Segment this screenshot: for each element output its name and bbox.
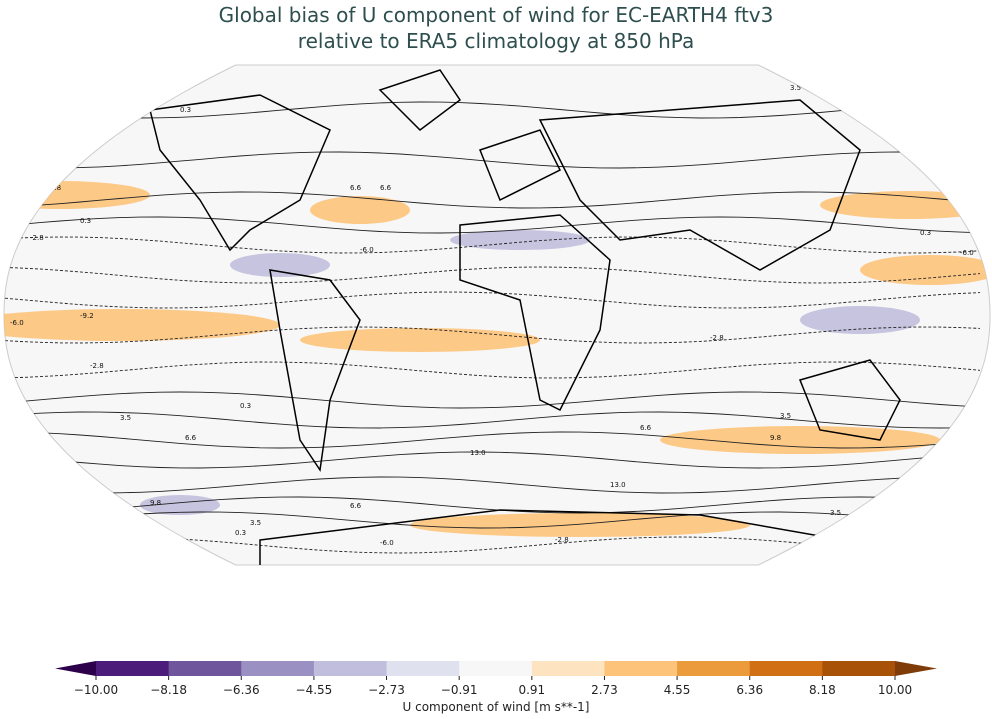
contour-line — [4, 101, 981, 119]
contour-label: 0.3 — [920, 229, 931, 237]
contour-label: 0.3 — [80, 217, 91, 225]
contour-label: -2.8 — [30, 234, 44, 242]
colorbar-tick-label: 10.00 — [878, 683, 912, 697]
contour-label: -2.8 — [710, 334, 724, 342]
colorbar-tick-label: −0.91 — [441, 683, 478, 697]
colorbar-tick-label: −8.18 — [150, 683, 187, 697]
coastline — [459, 214, 611, 412]
colorbar-over-arrow — [895, 661, 937, 676]
bias-region — [450, 230, 590, 250]
contour-line — [4, 476, 981, 494]
colorbar-under-arrow — [55, 661, 96, 676]
contour-label: 0.3 — [240, 402, 251, 410]
colorbar-segment — [531, 661, 605, 676]
colorbar-tick-label: 4.55 — [664, 683, 691, 697]
contour-line — [4, 536, 981, 554]
colorbar-segment — [749, 661, 823, 676]
chart-title: Global bias of U component of wind for E… — [0, 2, 992, 54]
contour-label: 6.6 — [640, 424, 652, 432]
contour-line — [4, 361, 981, 379]
colorbar-segment — [459, 661, 533, 676]
coastline — [538, 99, 861, 271]
coastline — [378, 69, 462, 131]
colorbar-tick-label: 8.18 — [809, 683, 836, 697]
colorbar-segment — [677, 661, 751, 676]
contour-label: -9.2 — [80, 312, 94, 320]
contour-label: 6.6 — [380, 184, 392, 192]
contour-label: 3.5 — [790, 84, 801, 92]
contour-label: 6.6 — [185, 434, 197, 442]
colorbar-segment — [241, 661, 315, 676]
contour-label: -6.0 — [10, 319, 24, 327]
colorbar-label: U component of wind [m s**-1] — [402, 700, 590, 714]
contour-label: -2.8 — [555, 536, 569, 544]
contour-line — [4, 451, 981, 469]
contour-label: -2.8 — [90, 362, 104, 370]
contour-label: 6.6 — [350, 184, 362, 192]
colorbar-tick-label: −2.73 — [368, 683, 405, 697]
contour-line — [4, 496, 981, 514]
colorbar-segment — [604, 661, 678, 676]
bias-region — [310, 196, 410, 224]
contour-label: 3.5 — [780, 412, 791, 420]
bias-region — [860, 255, 990, 285]
contour-label: 0.3 — [235, 529, 246, 537]
contour-line — [4, 291, 981, 309]
colorbar-segment — [313, 661, 388, 676]
contour-label: 3.5 — [120, 414, 131, 422]
bias-region — [4, 309, 280, 341]
bias-region — [820, 191, 990, 219]
bias-region — [140, 495, 220, 515]
contour-label: -6.0 — [360, 246, 374, 254]
contour-line — [4, 191, 981, 209]
contour-line — [4, 266, 981, 284]
colorbar-tick-label: −6.36 — [223, 683, 260, 697]
bias-region — [230, 253, 330, 277]
colorbar-tick-label: −4.55 — [296, 683, 333, 697]
contour-label: 9.8 — [770, 434, 781, 442]
contour-label: -6.0 — [960, 249, 974, 257]
colorbar-segment — [822, 661, 896, 676]
colorbar-tick-label: 0.91 — [518, 683, 545, 697]
bias-region — [300, 328, 540, 352]
colorbar-tick-label: −10.00 — [74, 683, 118, 697]
colorbar-tick-label: 6.36 — [736, 683, 763, 697]
coastline — [269, 269, 361, 473]
contour-line — [4, 391, 981, 409]
contour-label: 13.0 — [470, 449, 486, 457]
contour-label: 0.3 — [180, 106, 191, 114]
bias-region — [410, 513, 750, 537]
coastline — [149, 94, 331, 252]
contour-label: 13.0 — [610, 481, 626, 489]
title-line-1: Global bias of U component of wind for E… — [218, 3, 774, 27]
contour-label: 3.5 — [830, 509, 841, 517]
colorbar-segment — [386, 661, 460, 676]
contour-label: 9.8 — [60, 462, 71, 470]
contour-line — [4, 326, 981, 344]
contour-label: -6.0 — [380, 539, 394, 547]
colorbar-segment — [96, 661, 170, 676]
bias-region — [800, 306, 920, 334]
contour-line — [4, 151, 981, 169]
colorbar-segment — [168, 661, 242, 676]
coastline — [798, 359, 901, 441]
contour-label: 3.5 — [250, 519, 261, 527]
colorbar-tick-label: 2.73 — [591, 683, 618, 697]
contour-line — [4, 511, 981, 529]
contour-label: 0.3 — [960, 112, 971, 120]
contour-line — [4, 216, 981, 234]
title-line-2: relative to ERA5 climatology at 850 hPa — [297, 29, 695, 53]
contour-label: 9.8 — [150, 499, 161, 507]
contour-label: 6.6 — [350, 502, 362, 510]
coastline — [479, 129, 562, 202]
bias-region — [660, 426, 940, 454]
contour-line — [4, 236, 981, 254]
contour-line — [4, 431, 981, 449]
